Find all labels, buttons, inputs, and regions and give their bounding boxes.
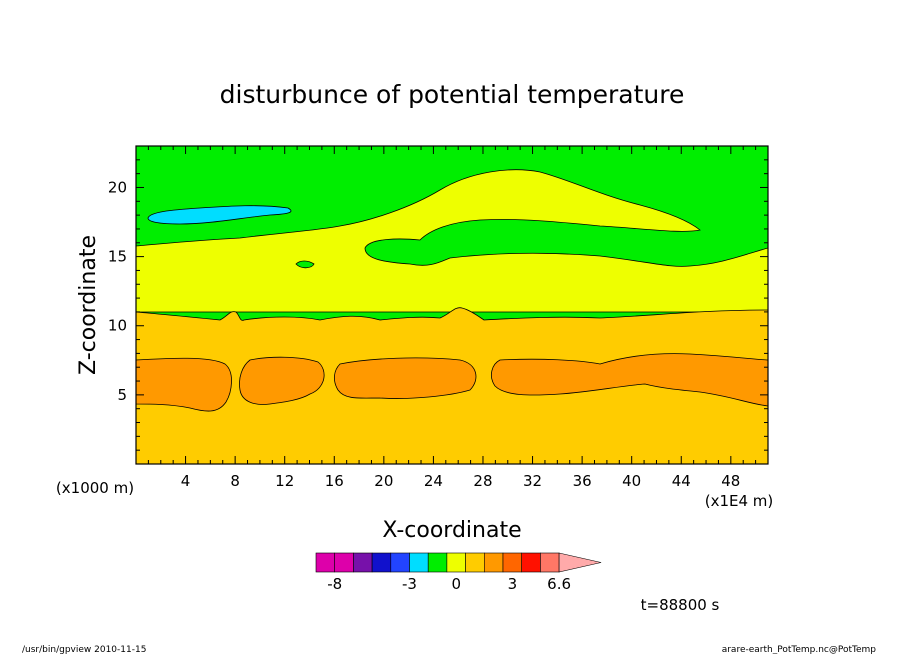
chart-title: disturbunce of potential temperature [220, 80, 685, 109]
colorbar [315, 552, 602, 573]
colorbar-segment [409, 552, 429, 573]
colorbar-segment [390, 552, 410, 573]
colorbar-segment [502, 552, 523, 573]
y-tick-label: 10 [108, 317, 127, 335]
y-axis: 5 10 15 20 [108, 159, 768, 451]
colorbar-label: 3 [508, 575, 518, 593]
colorbar-segment [427, 552, 448, 573]
x-tick-label: 32 [523, 472, 542, 490]
warm-cell-1 [136, 357, 232, 412]
x-unit-left: (x1000 m) [56, 479, 134, 497]
x-tick-label: 12 [275, 472, 294, 490]
warm-cell-3 [334, 357, 477, 399]
y-axis-label: Z-coordinate [76, 235, 101, 375]
colorbar-segment [540, 552, 560, 573]
colorbar-label: -8 [327, 575, 342, 593]
warm-cell-2 [239, 356, 325, 405]
colorbar-segment [446, 552, 466, 573]
x-tick-label: 24 [424, 472, 443, 490]
footer-right: arare-earth_PotTemp.nc@PotTemp [722, 645, 877, 654]
plot-frame [135, 145, 769, 465]
small-green-cell [295, 260, 315, 269]
x-axis: 4 8 12 16 20 24 28 32 36 40 44 48 [147, 146, 757, 490]
x-tick-label: 44 [672, 472, 691, 490]
x-tick-label: 28 [473, 472, 492, 490]
x-tick-label: 20 [374, 472, 393, 490]
colorbar-segment [315, 552, 336, 573]
time-label: t=88800 s [641, 596, 720, 614]
x-tick-label: 48 [721, 472, 740, 490]
colorbar-segment [371, 552, 392, 573]
colorbar-segment [334, 552, 354, 573]
x-axis-label: X-coordinate [382, 518, 521, 543]
colorbar-segment [483, 552, 504, 573]
warm-cell-4 [490, 353, 768, 407]
x-unit-right: (x1E4 m) [705, 492, 774, 510]
y-tick-label: 5 [117, 386, 127, 404]
colorbar-extend-arrow [558, 552, 602, 573]
x-tick-label: 4 [181, 472, 191, 490]
colorbar-label: 0 [451, 575, 461, 593]
colorbar-labels: -8 -3 0 3 6.6 [327, 575, 571, 593]
colorbar-segment [465, 552, 485, 573]
cold-pocket [147, 205, 292, 225]
colorbar-label: -3 [402, 575, 417, 593]
y-tick-label: 20 [108, 178, 127, 196]
x-tick-label: 8 [230, 472, 240, 490]
colorbar-segment [353, 552, 373, 573]
y-tick-label: 15 [108, 248, 127, 266]
footer-left: /usr/bin/gpview 2010-11-15 [22, 645, 146, 654]
middle-yellow-region [136, 169, 768, 313]
colorbar-segment [521, 552, 541, 573]
x-tick-label: 16 [325, 472, 344, 490]
plot-area [136, 146, 768, 464]
x-tick-label: 36 [573, 472, 592, 490]
colorbar-label: 6.6 [547, 575, 571, 593]
x-tick-label: 40 [622, 472, 641, 490]
